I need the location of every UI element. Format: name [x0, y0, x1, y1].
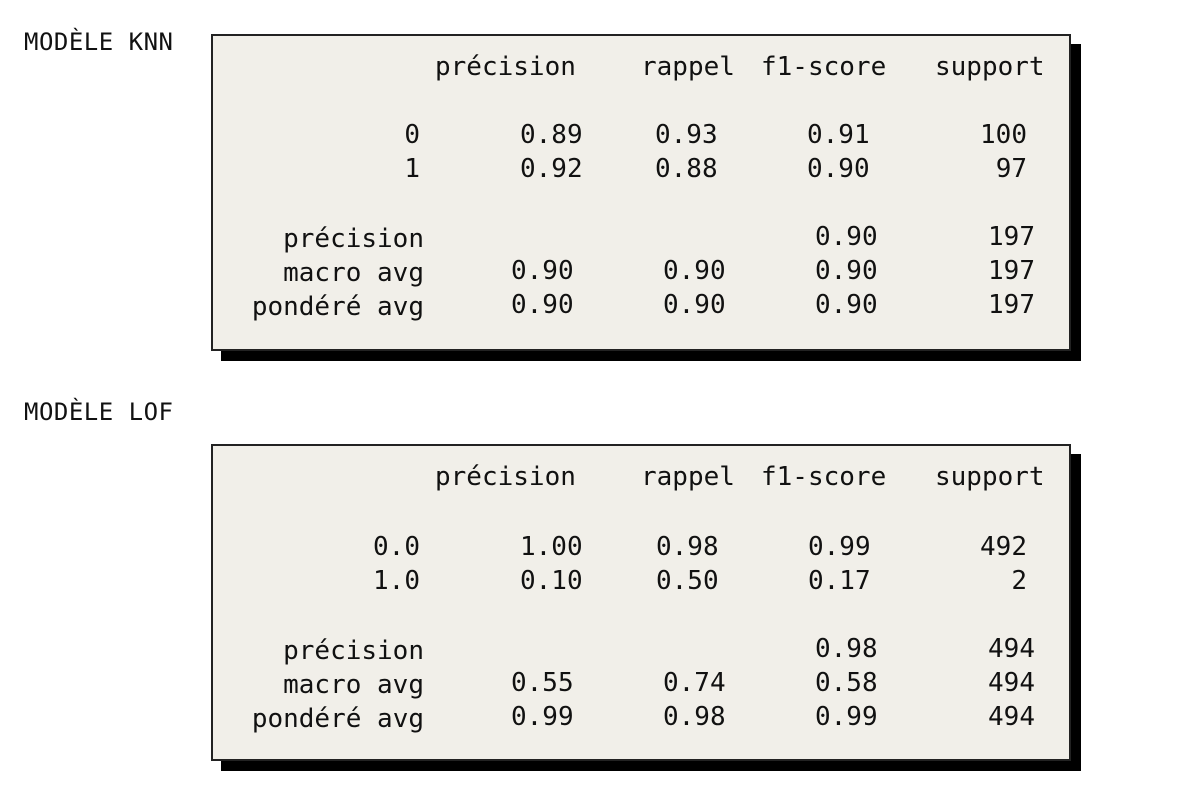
cell-recall: 0.98 [656, 532, 719, 562]
row-label: macro avg [283, 258, 424, 288]
header-f1: f1-score [761, 52, 887, 82]
cell-precision: 0.55 [511, 668, 574, 698]
row-label: 0.0 [373, 532, 420, 562]
cell-support: 2 [1011, 566, 1027, 596]
cell-recall: 0.90 [663, 256, 726, 286]
cell-precision: 0.90 [511, 290, 574, 320]
header-recall: rappel [641, 462, 735, 492]
cell-support: 494 [988, 634, 1035, 664]
row-label: macro avg [283, 670, 424, 700]
row-label: 0 [404, 120, 420, 150]
cell-support: 492 [980, 532, 1027, 562]
cell-f1: 0.98 [815, 634, 878, 664]
cell-recall: 0.88 [655, 154, 718, 184]
header-precision: précision [435, 462, 576, 492]
cell-precision: 0.89 [520, 120, 583, 150]
cell-precision: 0.92 [520, 154, 583, 184]
section-title-lof: MODÈLE LOF [24, 398, 174, 426]
cell-f1: 0.90 [807, 154, 870, 184]
header-f1: f1-score [761, 462, 887, 492]
cell-support: 97 [995, 154, 1027, 184]
row-label: 1 [404, 154, 420, 184]
cell-precision: 0.99 [511, 702, 574, 732]
row-label: précision [283, 636, 424, 666]
cell-support: 100 [980, 120, 1027, 150]
cell-recall: 0.90 [663, 290, 726, 320]
header-support: support [935, 462, 1045, 492]
cell-recall: 0.98 [663, 702, 726, 732]
cell-support: 197 [988, 290, 1035, 320]
cell-recall: 0.93 [655, 120, 718, 150]
header-support: support [935, 52, 1045, 82]
section-title-knn: MODÈLE KNN [24, 28, 174, 56]
cell-f1: 0.58 [815, 668, 878, 698]
cell-f1: 0.99 [815, 702, 878, 732]
cell-support: 197 [988, 222, 1035, 252]
cell-f1: 0.17 [808, 566, 871, 596]
knn-report-panel: précision rappel f1-score support 0 0.89… [211, 34, 1071, 351]
cell-support: 197 [988, 256, 1035, 286]
cell-precision: 0.10 [520, 566, 583, 596]
cell-f1: 0.91 [807, 120, 870, 150]
cell-support: 494 [988, 668, 1035, 698]
header-recall: rappel [641, 52, 735, 82]
cell-recall: 0.74 [663, 668, 726, 698]
cell-precision: 1.00 [520, 532, 583, 562]
cell-f1: 0.99 [808, 532, 871, 562]
cell-precision: 0.90 [511, 256, 574, 286]
header-precision: précision [435, 52, 576, 82]
row-label: pondéré avg [251, 292, 424, 322]
row-label: 1.0 [373, 566, 420, 596]
row-label: précision [283, 224, 424, 254]
lof-report-panel: précision rappel f1-score support 0.0 1.… [211, 444, 1071, 761]
cell-f1: 0.90 [815, 222, 878, 252]
cell-f1: 0.90 [815, 256, 878, 286]
row-label: pondéré avg [251, 704, 424, 734]
cell-f1: 0.90 [815, 290, 878, 320]
cell-support: 494 [988, 702, 1035, 732]
cell-recall: 0.50 [656, 566, 719, 596]
